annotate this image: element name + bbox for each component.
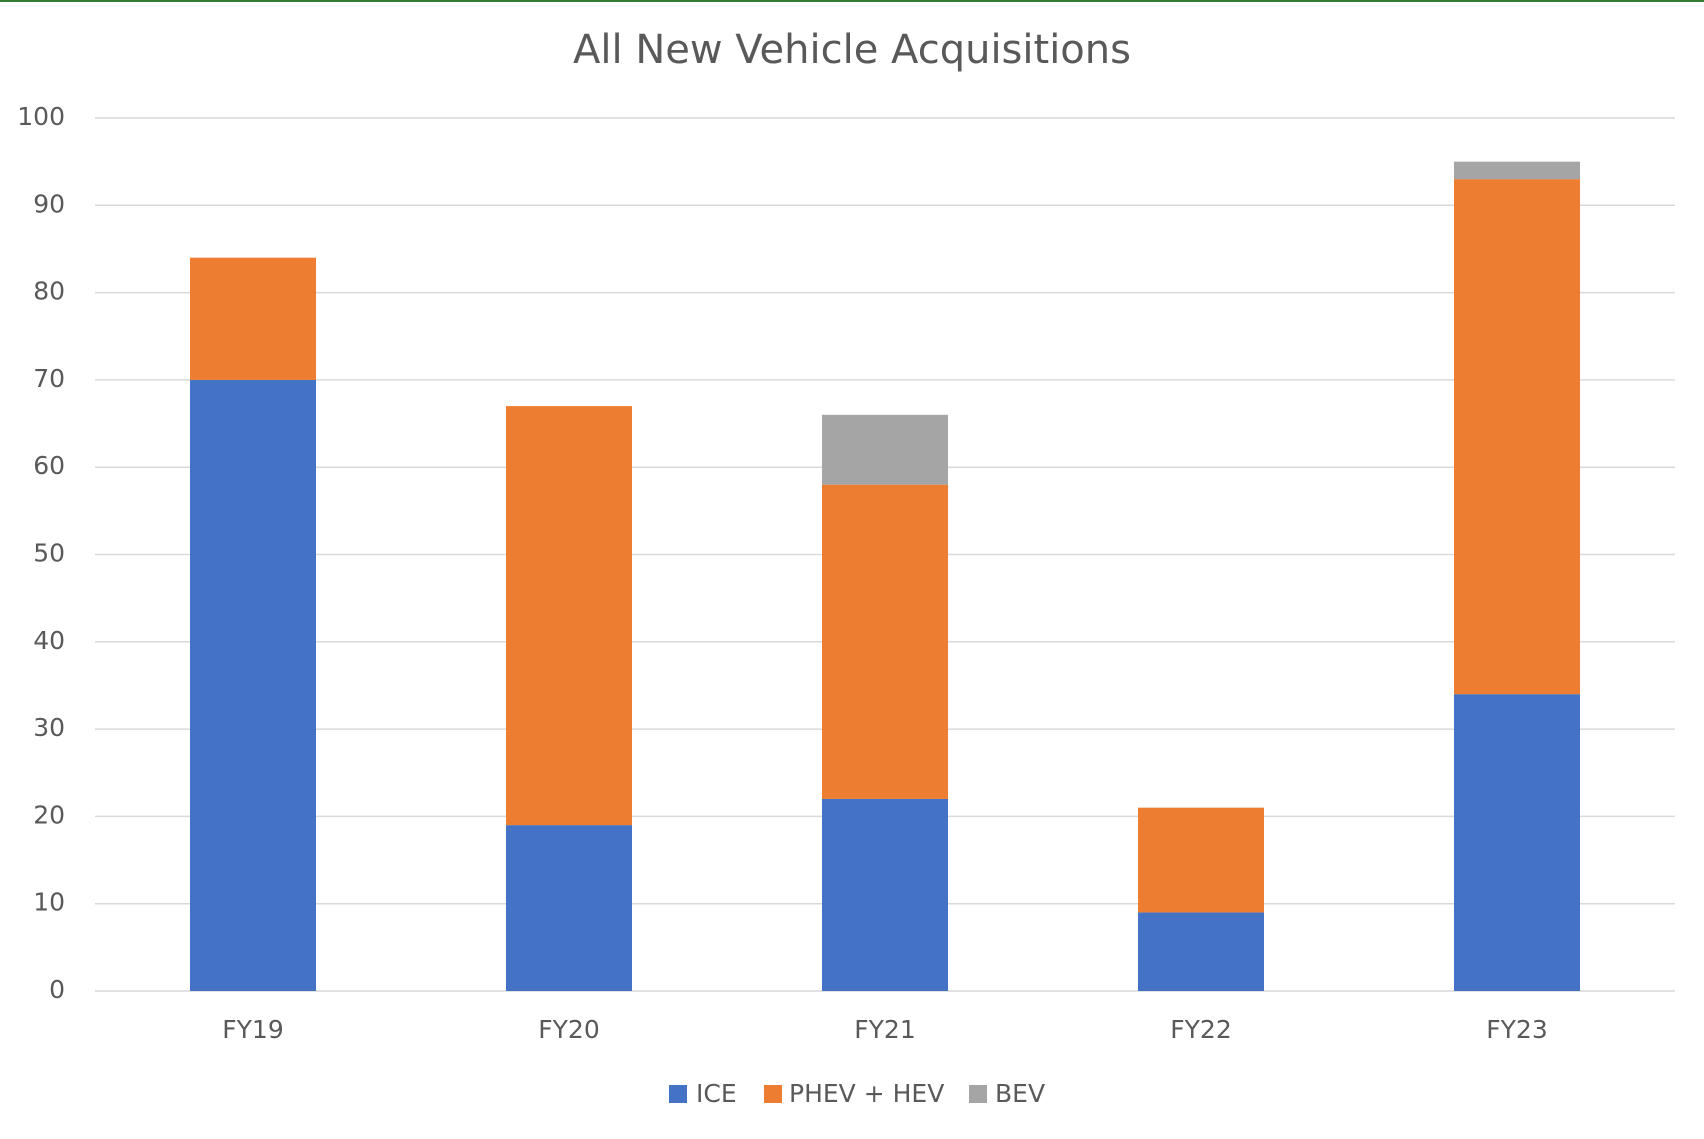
- bar-segment: [190, 257, 316, 380]
- bar-segment: [506, 406, 632, 826]
- x-tick-label: FY21: [854, 1015, 915, 1044]
- legend-swatch: [969, 1085, 987, 1103]
- bar-segment: [190, 379, 316, 991]
- bar-segment: [822, 484, 948, 799]
- bar-segment: [1454, 694, 1580, 991]
- y-tick-label: 60: [33, 451, 65, 480]
- y-tick-label: 70: [33, 364, 65, 393]
- y-tick-label: 80: [33, 277, 65, 306]
- bar-segment: [822, 414, 948, 485]
- chart-title: All New Vehicle Acquisitions: [573, 27, 1131, 73]
- bar-segment: [1138, 912, 1264, 991]
- y-tick-label: 50: [33, 539, 65, 568]
- y-tick-label: 0: [49, 975, 65, 1004]
- bar-segment: [1454, 179, 1580, 695]
- y-tick-label: 100: [17, 102, 65, 131]
- legend-swatch: [669, 1085, 687, 1103]
- x-tick-label: FY22: [1170, 1015, 1231, 1044]
- bar-segment: [822, 798, 948, 991]
- y-tick-label: 30: [33, 713, 65, 742]
- x-tick-label: FY19: [222, 1015, 283, 1044]
- bar-segment: [1138, 807, 1264, 913]
- x-tick-label: FY23: [1486, 1015, 1547, 1044]
- x-tick-label: FY20: [538, 1015, 599, 1044]
- legend-label: BEV: [995, 1079, 1045, 1108]
- legend-swatch: [764, 1085, 782, 1103]
- bar-segment: [506, 825, 632, 991]
- legend-label: PHEV + HEV: [789, 1079, 944, 1108]
- y-tick-label: 40: [33, 626, 65, 655]
- y-tick-label: 10: [33, 888, 65, 917]
- bar-segment: [1454, 161, 1580, 180]
- y-tick-label: 20: [33, 800, 65, 829]
- legend-label: ICE: [696, 1079, 737, 1108]
- top-border: [0, 0, 1704, 2]
- y-tick-label: 90: [33, 189, 65, 218]
